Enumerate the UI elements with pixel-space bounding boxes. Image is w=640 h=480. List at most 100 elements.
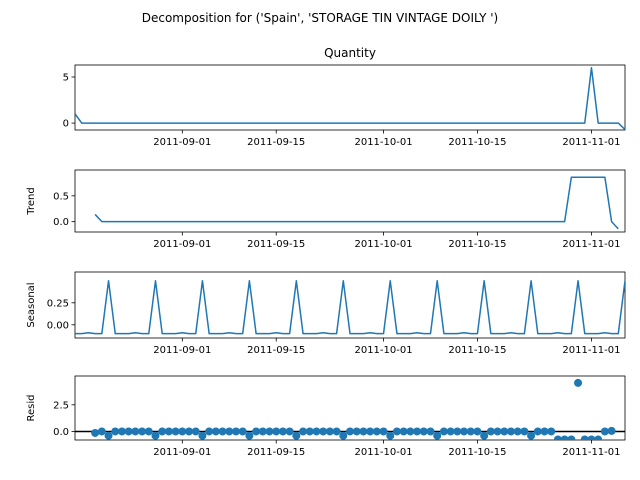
observed-series-line [75,67,625,130]
resid-point [131,427,140,436]
resid-point [567,435,576,440]
resid-x-tick-label: 2011-09-01 [153,447,211,458]
seasonal-series-line [75,280,625,335]
resid-point [480,431,489,440]
resid-point [285,427,294,436]
resid-point [513,427,522,436]
resid-point [339,431,348,440]
resid-point [506,427,515,436]
resid-point [439,427,448,436]
resid-point [446,427,455,436]
resid-point [299,427,308,436]
trend-x-tick-label: 2011-10-15 [448,239,506,250]
resid-point [607,426,616,435]
resid-point [151,431,160,440]
resid-point [205,427,214,436]
resid-point [533,427,542,436]
resid-y-tick-label: 0.0 [53,427,69,438]
resid-point [91,428,100,437]
resid-point [419,427,428,436]
resid-point [473,427,482,436]
observed-x-tick-label: 2011-09-01 [153,137,211,148]
resid-point [231,427,240,436]
resid-point [466,427,475,436]
resid-point [399,427,408,436]
resid-point [433,431,442,440]
resid-point [111,427,120,436]
trend-axes-frame [74,169,626,233]
observed-axes-frame [74,64,626,131]
seasonal-x-tick-label: 2011-09-15 [247,345,305,356]
resid-point [486,427,495,436]
resid-point [580,435,589,440]
trend-x-tick-label: 2011-09-01 [153,239,211,250]
observed-x-tick-label: 2011-09-15 [247,137,305,148]
resid-point [211,427,220,436]
resid-point [191,427,200,436]
observed-x-tick-label: 2011-10-01 [354,137,412,148]
seasonal-axes-frame [74,271,626,339]
resid-point [332,427,341,436]
resid-point [413,427,422,436]
resid-point [144,427,153,436]
resid-point [372,427,381,436]
seasonal-y-axis-label: Seasonal [26,282,37,327]
trend-x-tick-label: 2011-09-15 [247,239,305,250]
resid-point [540,427,549,436]
resid-point [352,427,361,436]
resid-point [574,378,583,387]
resid-point [97,427,106,436]
resid-point [292,431,301,440]
resid-point [547,427,556,436]
resid-point [265,427,274,436]
resid-x-tick-label: 2011-10-15 [448,447,506,458]
resid-axes-frame [74,375,626,441]
resid-point [117,427,126,436]
resid-point [553,435,562,440]
observed-panel-title: Quantity [324,46,376,60]
seasonal-y-tick-label: 0.00 [47,320,69,331]
resid-point [587,435,596,440]
resid-point [312,427,321,436]
trend-y-axis-label: Trend [26,187,37,215]
resid-point [460,427,469,436]
resid-point [426,427,435,436]
resid-point [493,427,502,436]
observed-x-tick-label: 2011-10-15 [448,137,506,148]
resid-point [319,427,328,436]
resid-point [594,435,603,440]
resid-x-tick-label: 2011-10-01 [354,447,412,458]
resid-point [104,431,113,440]
resid-point [527,431,536,440]
resid-point [305,427,314,436]
resid-point [258,427,267,436]
resid-point [379,427,388,436]
resid-point [500,427,509,436]
resid-point [406,427,415,436]
resid-point [225,427,234,436]
resid-y-tick-label: 2.5 [53,400,69,411]
seasonal-y-tick-label: 0.25 [47,298,69,309]
observed-x-tick-label: 2011-11-01 [562,137,620,148]
trend-y-tick-label: 0.5 [53,191,69,202]
resid-point [158,427,167,436]
resid-point [238,427,247,436]
seasonal-x-tick-label: 2011-11-01 [562,345,620,356]
trend-x-tick-label: 2011-10-01 [354,239,412,250]
resid-point [392,427,401,436]
seasonal-x-tick-label: 2011-09-01 [153,345,211,356]
resid-point [386,431,395,440]
resid-point [520,427,529,436]
figure-title: Decomposition for ('Spain', 'STORAGE TIN… [142,11,499,25]
resid-point [272,427,281,436]
resid-point [138,427,147,436]
trend-x-tick-label: 2011-11-01 [562,239,620,250]
observed-y-tick-label: 5 [63,72,69,83]
resid-point [185,427,194,436]
resid-x-tick-label: 2011-09-15 [247,447,305,458]
resid-point [359,427,368,436]
resid-point [218,427,227,436]
resid-point [325,427,334,436]
resid-point [164,427,173,436]
